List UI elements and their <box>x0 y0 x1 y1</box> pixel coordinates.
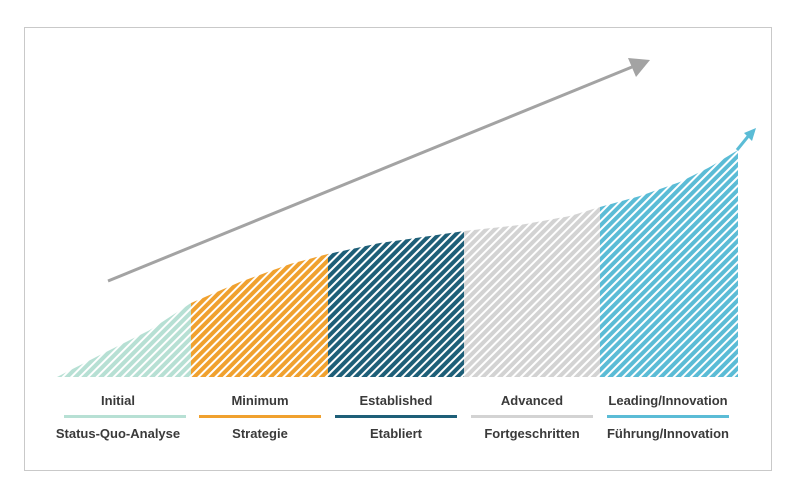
stage-bar-established <box>335 415 457 418</box>
diagram-frame <box>24 27 772 471</box>
stage-label-en: Established <box>360 393 433 408</box>
stage-area-initial <box>57 303 191 377</box>
stage-labels-de: Status-Quo-Analyse Strategie Etabliert F… <box>56 426 729 441</box>
maturity-curve-area <box>57 150 738 377</box>
trend-arrow-head <box>628 58 650 77</box>
stage-label-de: Strategie <box>232 426 288 441</box>
stage-bar-advanced <box>471 415 593 418</box>
stage-label-en: Leading/Innovation <box>608 393 727 408</box>
stage-color-bars <box>64 415 729 418</box>
stage-bar-leading <box>607 415 729 418</box>
stage-label-en: Initial <box>101 393 135 408</box>
stage-area-leading <box>600 150 738 377</box>
stage-area-established <box>328 231 464 377</box>
stage-area-advanced <box>464 207 600 377</box>
stage-label-en: Minimum <box>231 393 288 408</box>
stage-label-de: Etabliert <box>370 426 423 441</box>
curve-arrow-head <box>744 128 756 141</box>
stage-label-de: Fortgeschritten <box>484 426 579 441</box>
stage-label-de: Führung/Innovation <box>607 426 729 441</box>
stage-bar-initial <box>64 415 186 418</box>
trend-arrow-line <box>107 65 633 283</box>
trend-arrow <box>107 58 650 283</box>
stage-bar-minimum <box>199 415 321 418</box>
curve-arrow <box>735 128 756 151</box>
stage-label-de: Status-Quo-Analyse <box>56 426 180 441</box>
stage-area-minimum <box>191 254 328 377</box>
stage-label-en: Advanced <box>501 393 563 408</box>
stage-labels-en: Initial Minimum Established Advanced Lea… <box>101 393 728 408</box>
